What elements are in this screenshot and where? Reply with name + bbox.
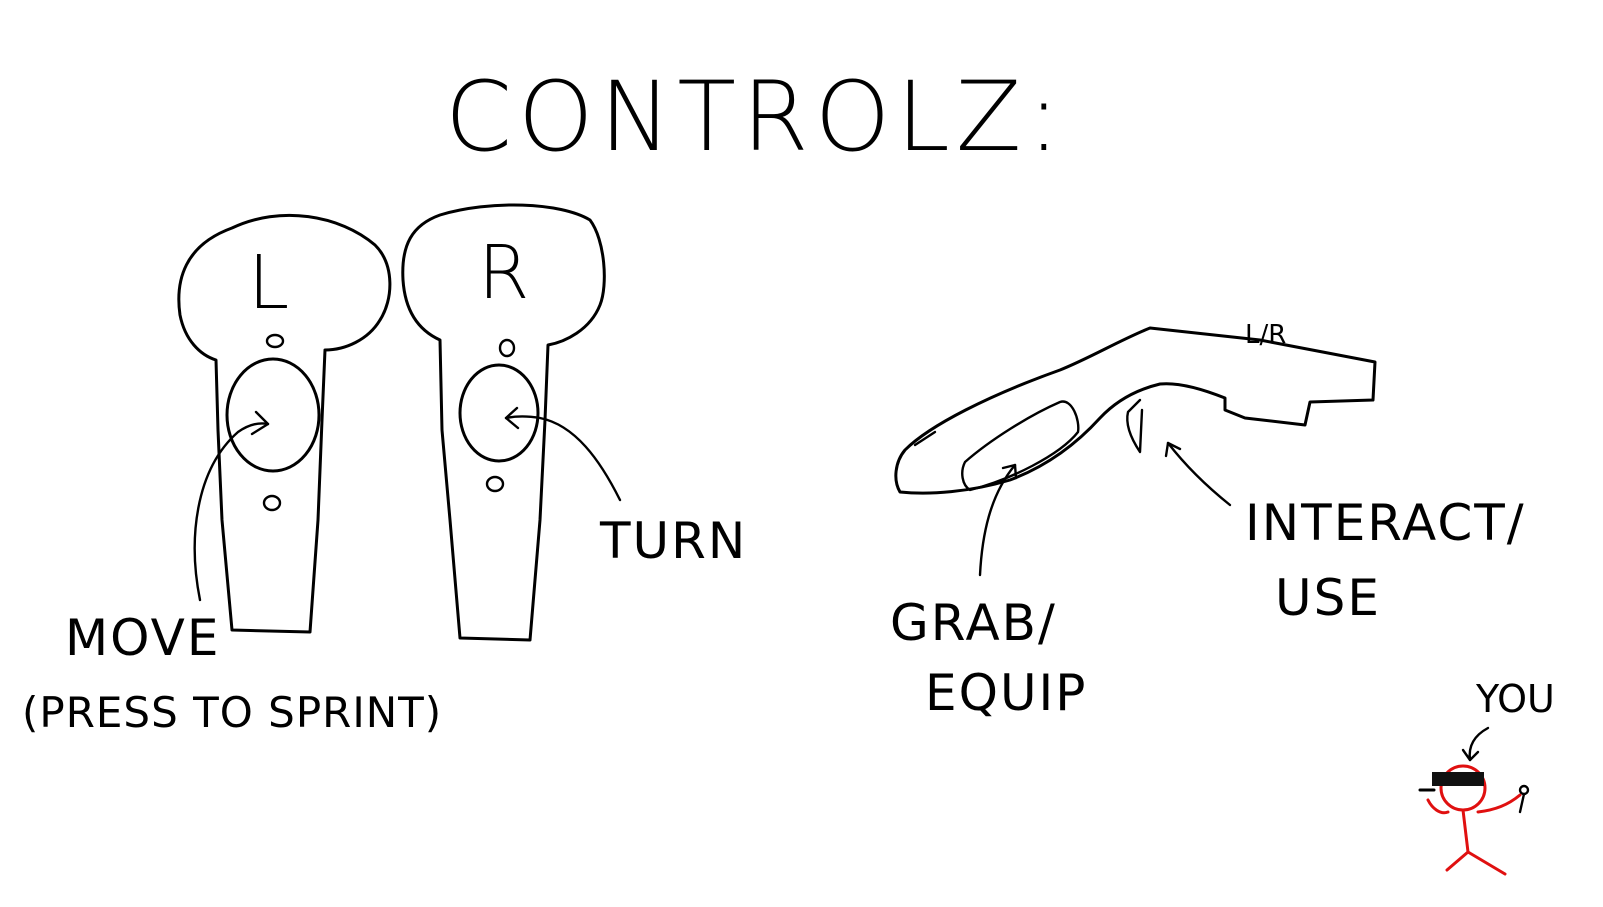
side-controller-tag: L/R [1245,320,1286,350]
interact-label: INTERACT/ [1245,494,1526,552]
right-controller-outline [401,203,606,642]
you-arrow [1461,726,1490,762]
side-controller-outline [894,326,1377,495]
left-trackpad [225,357,321,473]
left-controller: L [177,213,392,634]
player-figure [1418,764,1530,876]
turn-label: TURN [599,512,747,570]
left-menu-button-icon [265,333,285,349]
side-grip-button [961,400,1080,492]
left-controller-outline [177,213,392,634]
left-controller-letter: L [248,240,289,326]
right-menu-button-icon [498,338,516,358]
side-tip-mark [913,430,937,447]
grab-arrow [978,463,1018,577]
player-controller-icon [1518,784,1530,796]
sprint-label: (PRESS TO SPRINT) [22,688,442,737]
right-system-button-icon [485,475,505,493]
equip-label: EQUIP [925,664,1087,722]
move-arrow [193,410,270,602]
interact-arrow [1164,441,1232,507]
right-controller: R [401,203,606,642]
page-title: CONTROLZ: [445,61,1066,173]
right-controller-letter: R [478,230,529,316]
use-label: USE [1275,569,1381,627]
right-trackpad [458,363,540,463]
headset-icon [1432,772,1484,786]
side-controller: L/R [894,320,1377,495]
left-system-button-icon [262,494,282,512]
side-trigger [1126,398,1144,454]
grab-label: GRAB/ [890,594,1057,652]
turn-arrow [504,406,622,502]
you-label: YOU [1475,677,1555,721]
move-label: MOVE [65,609,220,667]
